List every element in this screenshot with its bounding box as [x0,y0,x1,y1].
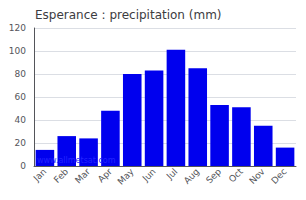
svg-text:Dec: Dec [269,166,288,185]
svg-text:Aug: Aug [182,166,201,185]
svg-text:Feb: Feb [52,166,71,185]
svg-text:www.allmetsat.com: www.allmetsat.com [37,156,116,165]
svg-text:May: May [116,166,137,187]
svg-text:Apr: Apr [96,166,114,184]
svg-text:120: 120 [9,23,26,33]
svg-text:40: 40 [15,115,27,125]
svg-text:Jul: Jul [164,166,179,181]
svg-text:Jun: Jun [140,166,158,184]
svg-text:80: 80 [15,69,27,79]
svg-text:20: 20 [15,138,27,148]
svg-text:0: 0 [20,161,26,171]
svg-text:Oct: Oct [227,166,245,184]
svg-text:100: 100 [9,46,26,56]
svg-text:Sep: Sep [204,166,223,185]
svg-text:Nov: Nov [247,166,267,186]
svg-text:Jan: Jan [31,166,49,184]
svg-text:Esperance : precipitation (mm): Esperance : precipitation (mm) [35,8,222,22]
svg-text:Mar: Mar [73,166,92,185]
svg-text:60: 60 [15,92,27,102]
